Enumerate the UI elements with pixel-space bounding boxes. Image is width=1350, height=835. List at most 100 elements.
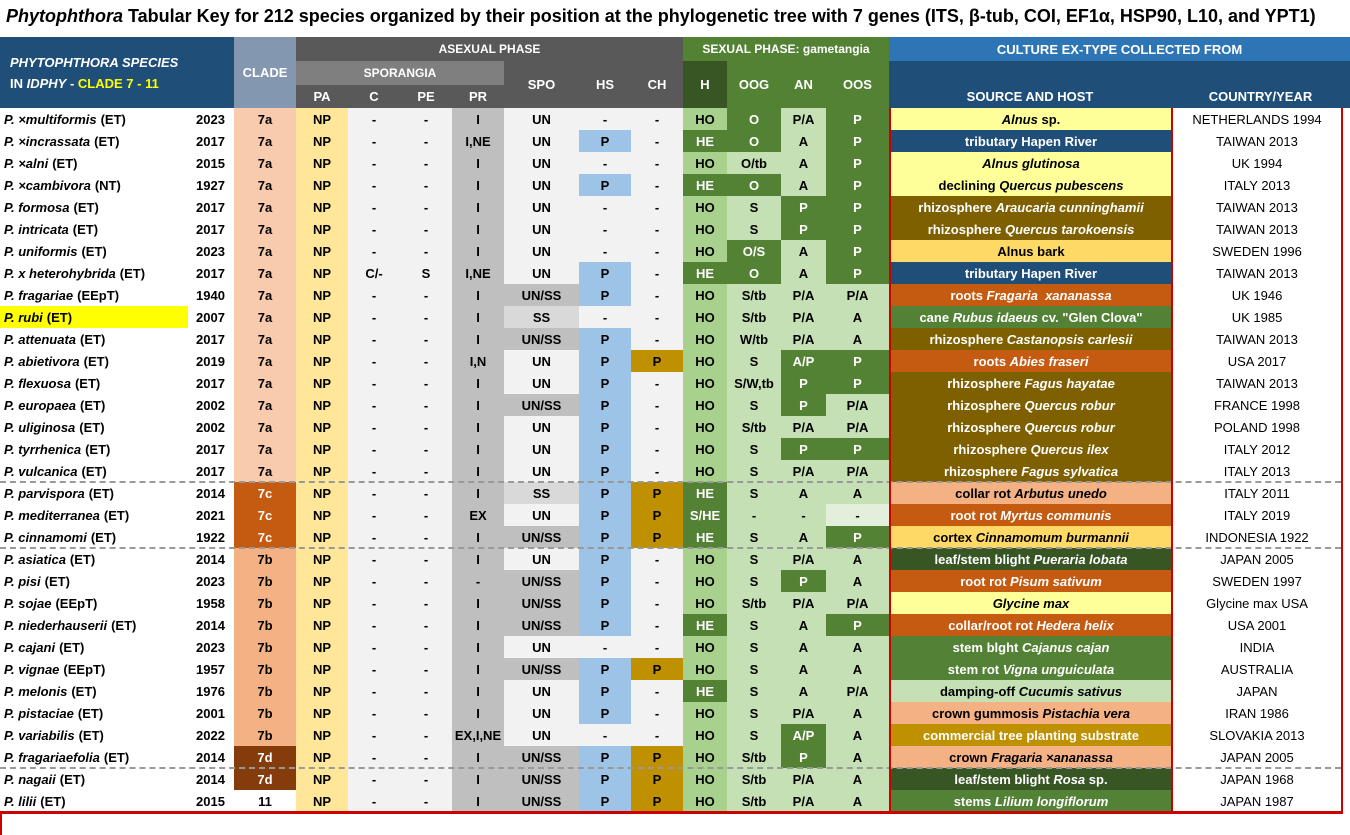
cell-pa: NP [296,768,348,790]
species-type-tag: (ET) [90,529,117,545]
cell-c: - [348,570,400,592]
source-text: stem blght [952,639,1022,655]
cell-clade: 7d [234,768,296,790]
species-type-tag: (ET) [100,111,126,127]
cell-h: HO [683,328,727,350]
species-name: P. variabilis (ET) [0,724,188,746]
cell-c: - [348,724,400,746]
species-type-tag: (ET) [85,441,111,457]
cell-oog: S [727,680,781,702]
cell-pe: - [400,108,452,130]
cell-an: A [781,680,826,702]
cell-pa: NP [296,504,348,526]
species-binomial: P. cajani [4,639,56,655]
cell-spo: UN/SS [504,768,579,790]
cell-hs: P [579,174,631,196]
cell-oos: P [826,438,889,460]
cell-h: HO [683,108,727,130]
table-row: P. ×alni (ET) 2015 7a NP - - I UN - - HO O/tb A P Alnus… [0,152,1350,174]
cell-spo: UN [504,130,579,152]
species-type-tag: (ET) [72,221,99,237]
cell-clade: 7b [234,548,296,570]
cell-pr: I [452,658,504,680]
species-binomial: P. vignae [4,661,60,677]
table-row: P. fragariaefolia (ET) 2014 7d NP - - I UN/SS P P H… [0,746,1350,768]
source-host: rhizosphere Quercus tarokoensis [891,218,1171,240]
cell-pr: I [452,482,504,504]
host-taxon: Fragaria ×ananassa [991,749,1113,765]
source-text: rhizosphere [927,221,1005,237]
cell-clade: 7c [234,504,296,526]
cell-clade: 7b [234,570,296,592]
cell-pa: NP [296,130,348,152]
group-separator [0,767,1341,769]
cell-clade: 7a [234,394,296,416]
table-row: P. uniformis (ET) 2023 7a NP - - I UN - - HO O/S A P Al… [0,240,1350,262]
source-text: rhizosphere [929,331,1007,347]
cell-clade: 7a [234,306,296,328]
cell-oos: P [826,152,889,174]
species-year: 2022 [196,727,225,743]
country-year: JAPAN 2005 [1220,749,1294,765]
title-genus: Phytophthora [6,6,123,26]
phytophthora-key-page: { "title": {"genus": "Phytophthora", "re… [0,6,1350,835]
cell-h: HO [683,570,727,592]
cell-clade: 7b [234,592,296,614]
source-host: Alnus bark [891,240,1171,262]
cell-ch: - [631,196,683,218]
cell-ch: P [631,768,683,790]
cell-pr: I [452,746,504,768]
cell-ch: - [631,702,683,724]
species-name: P. x heterohybrida (ET) [0,262,188,284]
title-rest: Tabular Key for 212 species organized by… [123,6,1316,26]
cell-h: HE [683,614,727,636]
cell-oog: S [727,350,781,372]
header-spo: SPO [504,61,579,108]
cell-an: P [781,218,826,240]
species-binomial: P. asiatica [4,551,66,567]
cell-pe: - [400,702,452,724]
species-year: 2014 [196,749,225,765]
country-year: ITALY 2012 [1223,441,1291,457]
cell-oog: S [727,218,781,240]
species-name: P. cinnamomi (ET) [0,526,188,548]
cell-clade: 7c [234,526,296,548]
cell-oog: O [727,108,781,130]
species-name: P. vulcanica (ET) [0,460,188,482]
cell-oos: P/A [826,284,889,306]
cell-c: C/- [348,262,400,284]
cell-oos: P [826,218,889,240]
cell-spo: UN/SS [504,790,579,812]
species-name: P. uliginosa (ET) [0,416,188,438]
cell-spo: UN [504,152,579,174]
cell-ch: - [631,262,683,284]
species-type-tag: (ET) [59,771,86,787]
species-name: P. attenuata (ET) [0,328,188,350]
red-border [0,811,2,835]
cell-ch: - [631,724,683,746]
cell-pa: NP [296,636,348,658]
table-row: P. sojae (EEpT) 1958 7b NP - - I UN/SS P - HO S/tb P/… [0,592,1350,614]
header-asexual: ASEXUAL PHASE [296,37,683,61]
cell-spo: UN [504,262,579,284]
cell-c: - [348,174,400,196]
cell-hs: - [579,240,631,262]
species-type-tag: (EEpT) [63,661,106,677]
cell-spo: UN/SS [504,526,579,548]
cell-pe: - [400,460,452,482]
cell-oog: S [727,658,781,680]
host-taxon: Lilium longiflorum [994,793,1109,809]
species-type-tag: (ET) [40,793,66,809]
species-binomial: P. cinnamomi [4,529,87,545]
species-year: 2017 [196,199,225,215]
cell-oos: P/A [826,592,889,614]
cell-h: HO [683,702,727,724]
host-taxon: Myrtus communis [1000,507,1112,523]
country-year: ITALY 2011 [1224,485,1290,501]
source-host: rhizosphere Quercus robur [891,416,1171,438]
header-ch: CH [631,61,683,108]
cell-pr: I [452,416,504,438]
host-taxon: Quercus robur [1024,419,1115,435]
